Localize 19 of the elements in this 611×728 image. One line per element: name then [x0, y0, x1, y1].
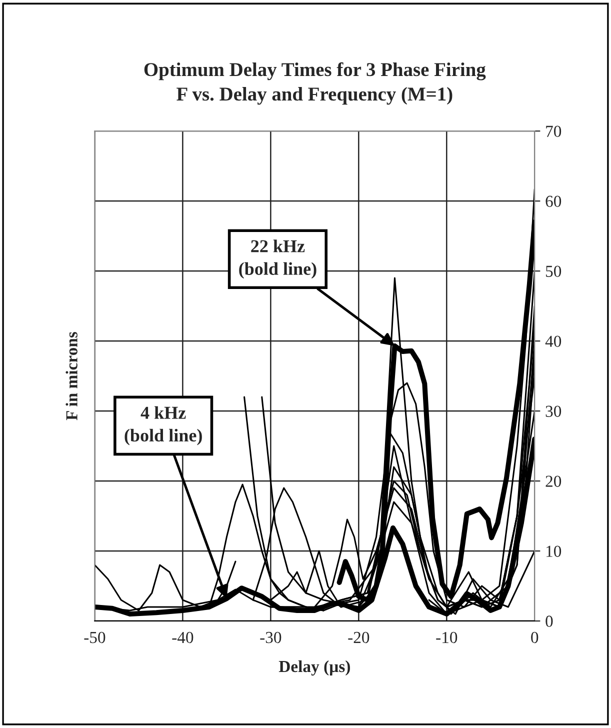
annotation: 4 kHz (bold line) [124, 406, 202, 446]
x-tick-label: -10 [436, 632, 458, 644]
y-tick-label: 30 [546, 406, 562, 417]
y-tick-label: 20 [546, 476, 562, 487]
x-tick-label: -50 [84, 632, 106, 644]
chart-title: Optimum Delay Times for 3 Phase Firing F vs. Delay and Frequency (M=1) [144, 62, 486, 105]
y-tick-label: 70 [546, 126, 562, 137]
y-axis-title: F in microns [66, 332, 78, 420]
x-tick-label: -40 [172, 632, 194, 644]
y-tick-label: 0 [546, 616, 553, 627]
y-tick-label: 50 [546, 266, 562, 277]
x-axis-title: Delay (µs) [278, 660, 350, 676]
annotation: 22 kHz (bold line) [239, 240, 316, 279]
y-tick-label: 40 [545, 336, 562, 347]
x-tick-label: -20 [348, 632, 370, 644]
y-tick-label: 60 [546, 196, 562, 207]
x-tick-label: -30 [260, 632, 282, 644]
x-tick-label: 0 [531, 632, 538, 644]
y-tick-label: 10 [546, 546, 562, 557]
